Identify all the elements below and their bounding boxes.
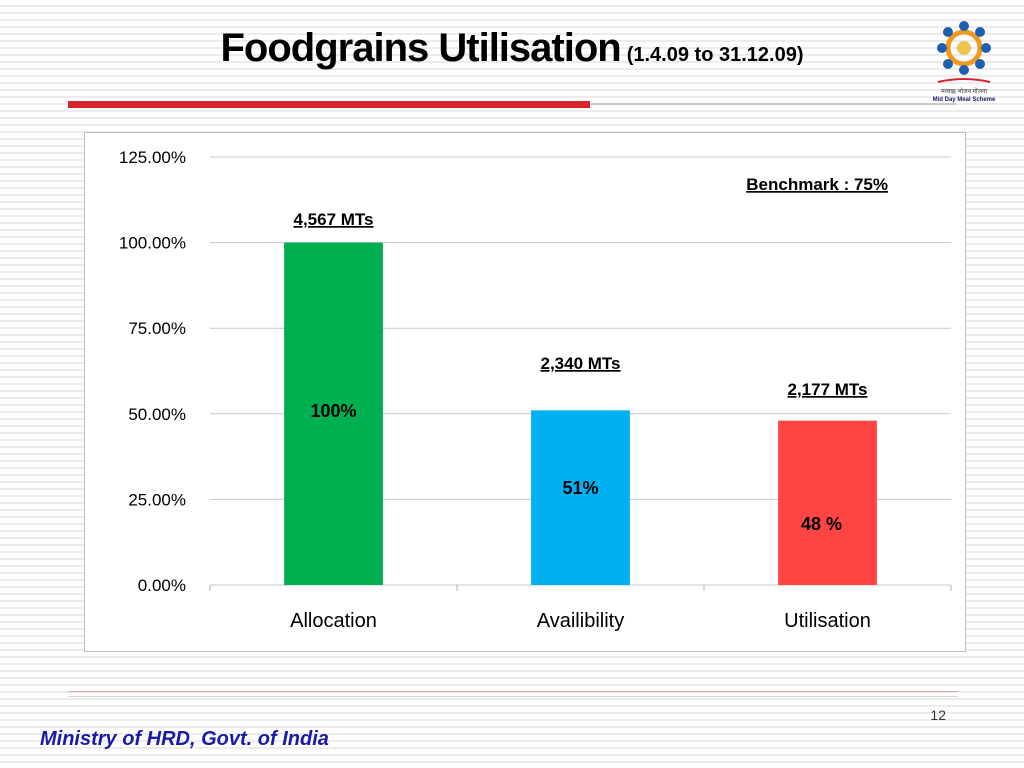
y-tick-label: 75.00% [128,319,186,338]
y-tick-label: 125.00% [119,148,186,167]
y-tick-label: 50.00% [128,405,186,424]
y-tick-label: 100.00% [119,234,186,253]
bar-tonnage-label: 2,340 MTs [540,354,620,373]
x-category-label: Utilisation [784,610,871,632]
title-underline-grey [590,103,956,105]
slide-title: Foodgrains Utilisation (1.4.09 to 31.12.0… [0,26,1024,71]
bar [778,420,877,585]
footer-divider-grey [68,696,958,697]
logo-arc-icon [937,78,991,83]
bar-chart: 0.00% 25.00% 50.00% 75.00% 100.00% 125.00% All… [119,148,952,632]
bar [531,410,630,585]
title-main: Foodgrains Utilisation [220,26,621,70]
bar-value-label: 100% [310,401,356,421]
footer-divider-red [68,691,958,692]
x-category-label: Allocation [290,610,377,632]
y-tick-label: 0.00% [138,576,186,595]
y-tick-label: 25.00% [128,490,186,509]
page-number: 12 [930,707,946,723]
x-category-label: Availibility [537,610,624,632]
bar-value-label: 51% [562,478,598,498]
footer-ministry: Ministry of HRD, Govt. of India [40,728,329,750]
benchmark-annotation: Benchmark : 75% [746,175,888,194]
title-underline-red [68,101,590,108]
logo-text-hindi: मध्याह्न भोजन योजना [941,87,987,95]
logo-people-ring-icon [937,21,991,75]
title-date-range: (1.4.09 to 31.12.09) [626,44,804,66]
bar-tonnage-label: 2,177 MTs [787,380,867,399]
bar-tonnage-label: 4,567 MTs [293,210,373,229]
bar [284,242,383,585]
mid-day-meal-logo: मध्याह्न भोजन योजना Mid Day Meal Scheme [933,21,996,103]
bar-value-label: 48 % [801,514,842,534]
logo-text-english: Mid Day Meal Scheme [933,97,996,103]
chart-panel: 0.00% 25.00% 50.00% 75.00% 100.00% 125.00% All… [84,132,966,652]
